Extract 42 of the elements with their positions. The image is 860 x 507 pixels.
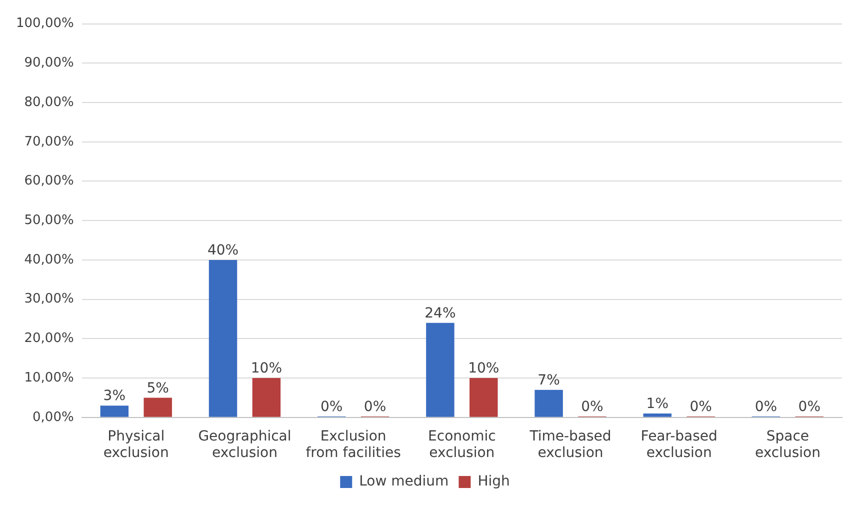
y-tick-label: 40,00% <box>24 252 74 268</box>
y-tick-label: 20,00% <box>24 331 74 346</box>
y-tick-label: 100,00% <box>16 16 74 32</box>
bar <box>144 398 172 417</box>
x-tick-label: Physical exclusion <box>103 428 169 462</box>
bar <box>426 322 454 417</box>
data-label: 0% <box>320 399 343 416</box>
bar <box>643 413 672 417</box>
data-label: 40% <box>207 242 239 259</box>
legend-label: High <box>478 474 510 490</box>
data-label: 10% <box>250 360 282 377</box>
data-label: 3% <box>103 388 126 404</box>
y-tick-label: 30,00% <box>24 292 74 307</box>
data-label: 0% <box>798 399 821 416</box>
x-tick-label: Economic exclusion <box>428 428 496 462</box>
x-tick-label: Geographical exclusion <box>198 428 292 462</box>
y-tick-label: 10,00% <box>24 370 74 386</box>
y-tick-label: 80,00% <box>24 94 74 110</box>
bar <box>100 406 129 417</box>
data-label: 24% <box>424 306 456 322</box>
x-tick-label: Fear-based exclusion <box>640 428 718 462</box>
data-label: 5% <box>146 380 169 396</box>
data-label: 1% <box>646 396 668 412</box>
legend-label: Low medium <box>359 474 449 490</box>
bar <box>534 390 563 417</box>
data-label: 0% <box>364 399 386 416</box>
y-tick-label: 70,00% <box>24 134 74 150</box>
y-tick-label: 60,00% <box>24 174 74 189</box>
bar <box>252 378 281 417</box>
x-tick-label: Time-based exclusion <box>528 428 612 462</box>
x-tick-label: Space exclusion <box>754 428 820 462</box>
bar <box>470 378 498 417</box>
x-tick-label: Exclusion from facilities <box>306 428 401 462</box>
y-tick-label: 0,00% <box>32 410 74 425</box>
y-tick-label: 50,00% <box>24 212 74 228</box>
data-label: 0% <box>690 399 712 416</box>
data-label: 0% <box>581 399 604 416</box>
data-label: 10% <box>468 360 500 377</box>
bar <box>208 260 238 417</box>
data-label: 0% <box>754 399 778 416</box>
y-tick-label: 90,00% <box>24 56 74 71</box>
data-label: 7% <box>538 372 560 388</box>
